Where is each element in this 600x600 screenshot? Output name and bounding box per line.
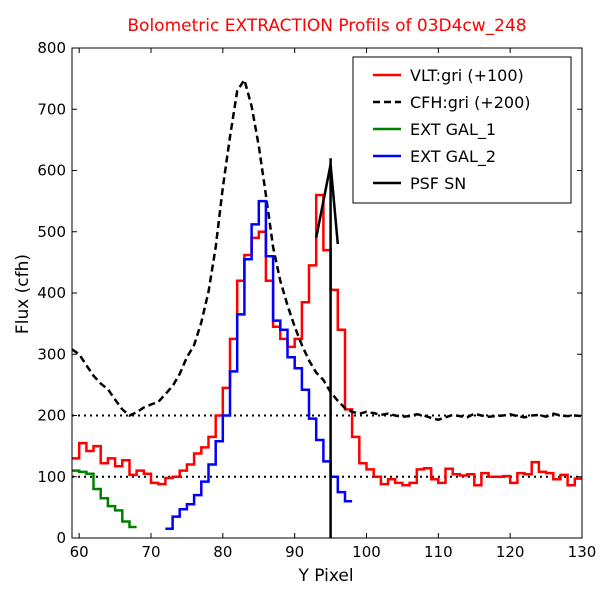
y-tick-label: 400 [37,284,66,302]
y-tick-label: 300 [37,345,66,363]
x-tick-label: 120 [496,543,525,561]
x-tick-label: 100 [352,543,381,561]
series-ext-gal-1 [72,469,137,529]
y-tick-label: 200 [37,407,66,425]
x-tick-label: 80 [213,543,232,561]
legend: VLT:gri (+100) CFH:gri (+200) EXT GAL_1 EXT… [352,56,572,204]
y-tick-label: 600 [37,162,66,180]
series-psf-sn [314,164,340,245]
y-tick-label: 0 [56,529,66,547]
x-tick-label: 90 [285,543,304,561]
legend-label-ext-gal-1: EXT GAL_1 [410,120,496,140]
x-tick-label: 110 [424,543,453,561]
x-tick-label: 130 [568,543,597,561]
series-vlt-gri-100 [72,193,582,487]
y-tick-label: 500 [37,223,66,241]
plot-area [72,76,582,538]
y-tick-label: 700 [37,100,66,118]
x-tick-label: 60 [70,543,89,561]
y-axis-label: Flux (cfh) [13,254,33,334]
plot-content [72,76,582,538]
y-tick-label: 100 [37,468,66,486]
series-ext-gal-2 [165,199,353,531]
chart-title: Bolometric EXTRACTION Profils of 03D4cw_… [127,16,526,36]
legend-label-vlt-gri-100: VLT:gri (+100) [410,66,524,85]
axis-tick-labels: 60 70 80 90 100 110 120 130 0 100 200 300 400 500 600 7… [37,39,596,561]
axes-frame [71,47,583,539]
legend-label-cfh-gri-200: CFH:gri (+200) [410,93,531,112]
legend-label-psf-sn: PSF SN [410,174,466,193]
x-axis-label: Y Pixel [297,566,353,586]
y-tick-label: 800 [37,39,66,57]
legend-label-ext-gal-2: EXT GAL_2 [410,147,496,167]
x-tick-label: 70 [141,543,160,561]
